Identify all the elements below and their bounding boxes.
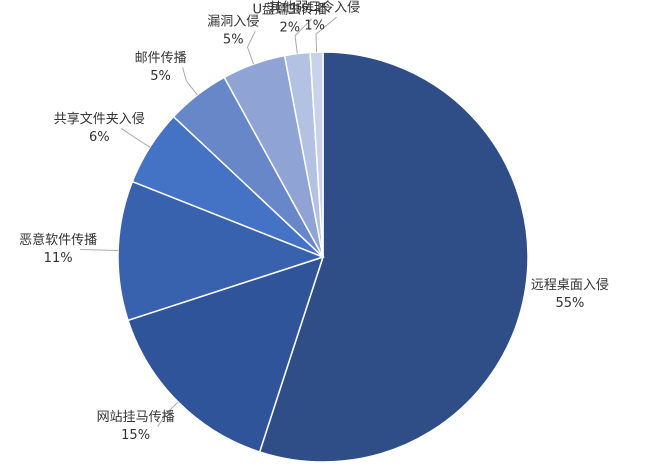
slice-label: U盘蠕虫传播 — [253, 1, 328, 17]
slice-label: 恶意软件传播 — [19, 232, 97, 248]
slice-value-label: 15% — [121, 428, 150, 443]
pie-slice — [258, 51, 529, 463]
slice-label: 邮件传播 — [135, 51, 187, 66]
slice-label: 其他弱口令入侵 — [269, 0, 360, 16]
leader-line — [120, 127, 151, 148]
leader-line — [182, 67, 198, 96]
slice-value-label: 2% — [279, 20, 300, 35]
leader-line — [294, 18, 313, 54]
slice-value-label: 6% — [89, 130, 110, 145]
pie-slice — [127, 255, 325, 453]
leader-line — [157, 401, 179, 427]
slice-value-label: 1% — [304, 19, 325, 34]
leader-line — [315, 16, 337, 53]
leader-line — [246, 30, 256, 65]
leader-line — [80, 248, 119, 252]
slice-label: 共享文件夹入侵 — [54, 111, 145, 127]
slice-value-label: 11% — [44, 251, 73, 266]
slice-value-label: 55% — [555, 296, 584, 311]
slice-label: 漏洞入侵 — [207, 14, 259, 30]
slice-value-label: 5% — [150, 69, 171, 84]
slice-value-label: 5% — [223, 33, 244, 48]
slice-label: 网站挂马传播 — [97, 410, 175, 425]
slice-label: 远程桌面入侵 — [531, 277, 609, 293]
